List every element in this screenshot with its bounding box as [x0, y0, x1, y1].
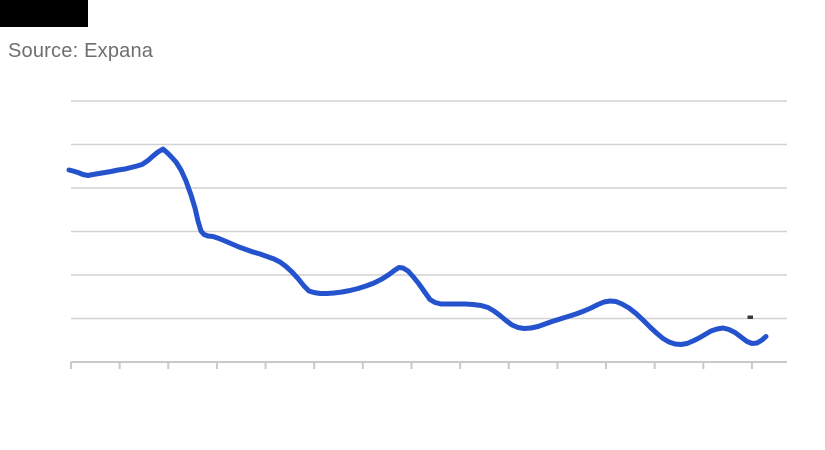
data-line [66, 146, 769, 347]
gridline-mark [747, 315, 753, 319]
source-label: Source: Expana [8, 40, 154, 62]
logo-block [0, 0, 88, 27]
